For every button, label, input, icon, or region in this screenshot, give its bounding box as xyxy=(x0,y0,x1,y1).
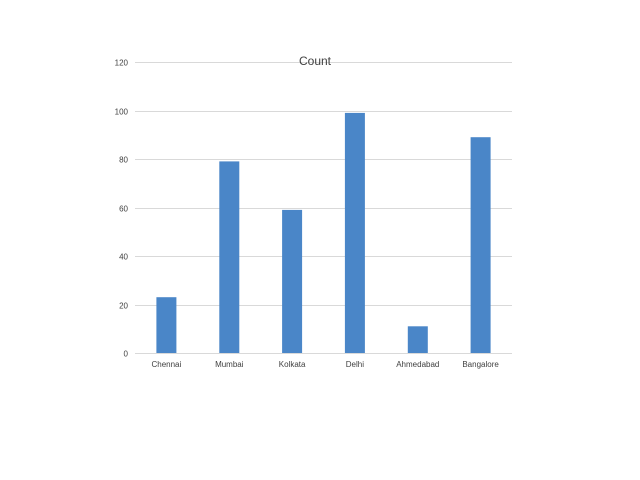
y-tick-label: 60 xyxy=(119,205,128,214)
bar-kolkata xyxy=(282,209,303,353)
gridlines xyxy=(135,62,512,354)
y-tick-label: 120 xyxy=(115,59,129,68)
y-tick-label: 80 xyxy=(119,156,128,165)
chart-title: Count xyxy=(299,54,332,68)
x-category-label: Mumbai xyxy=(215,360,244,369)
x-category-label: Chennai xyxy=(151,360,181,369)
bar-ahmedabad xyxy=(407,326,428,353)
x-category-label: Delhi xyxy=(346,360,364,369)
x-category-label: Bangalore xyxy=(462,360,499,369)
x-category-label: Kolkata xyxy=(279,360,306,369)
bar-chennai xyxy=(156,297,177,353)
y-tick-label: 20 xyxy=(119,302,128,311)
bars xyxy=(156,112,491,354)
y-tick-label: 40 xyxy=(119,253,128,262)
bar-delhi xyxy=(344,112,365,354)
y-axis-tick-labels: 0 20 40 60 80 100 120 xyxy=(115,59,129,359)
bar-bangalore xyxy=(470,137,491,353)
bar-mumbai xyxy=(219,161,240,353)
x-category-label: Ahmedabad xyxy=(396,360,439,369)
y-tick-label: 100 xyxy=(115,108,129,117)
x-axis-category-labels: Chennai Mumbai Kolkata Delhi Ahmedabad Bangal… xyxy=(151,360,499,369)
y-tick-label: 0 xyxy=(124,350,129,359)
